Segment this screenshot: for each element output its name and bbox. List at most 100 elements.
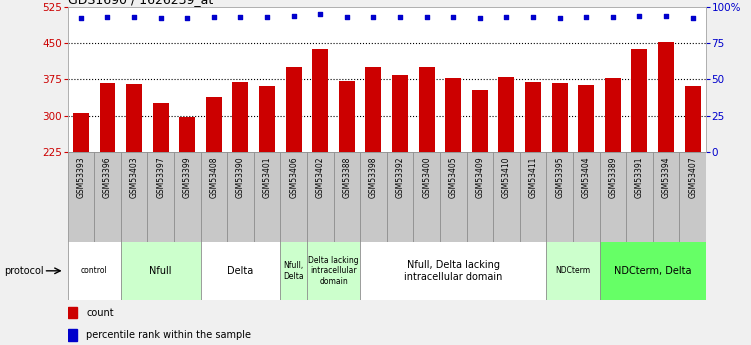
Text: GSM53409: GSM53409	[475, 156, 484, 198]
Text: count: count	[86, 308, 114, 318]
Text: GSM53408: GSM53408	[210, 156, 219, 198]
Point	[633, 13, 645, 18]
Bar	[626, 152, 653, 242]
Point	[155, 16, 167, 21]
Bar	[360, 152, 387, 242]
Bar	[653, 152, 680, 242]
Bar	[94, 152, 121, 242]
Point	[128, 14, 140, 20]
Bar	[578, 85, 594, 260]
Point	[261, 14, 273, 20]
Point	[553, 16, 566, 21]
Point	[367, 14, 379, 20]
Bar	[547, 241, 599, 300]
Text: protocol: protocol	[4, 266, 44, 276]
Point	[421, 14, 433, 20]
Text: GDS1690 / 1626239_at: GDS1690 / 1626239_at	[68, 0, 213, 6]
Bar	[440, 152, 466, 242]
Bar	[360, 241, 547, 300]
Text: GSM53392: GSM53392	[396, 156, 405, 198]
Bar	[206, 97, 222, 260]
Bar	[68, 152, 94, 242]
Text: GSM53407: GSM53407	[688, 156, 697, 198]
Bar	[68, 241, 121, 300]
Text: Nfull: Nfull	[149, 266, 172, 276]
Bar	[68, 329, 77, 341]
Bar	[121, 241, 201, 300]
Bar	[599, 152, 626, 242]
Bar	[387, 152, 413, 242]
Text: GSM53399: GSM53399	[182, 156, 192, 198]
Point	[288, 13, 300, 18]
Text: GSM53395: GSM53395	[555, 156, 564, 198]
Bar	[174, 152, 201, 242]
Bar	[254, 152, 280, 242]
Text: GSM53389: GSM53389	[608, 156, 617, 198]
Bar	[280, 152, 307, 242]
Point	[101, 14, 113, 20]
Text: GSM53396: GSM53396	[103, 156, 112, 198]
Point	[474, 16, 486, 21]
Bar	[685, 86, 701, 260]
Bar	[285, 67, 302, 260]
Point	[314, 11, 326, 17]
Text: GSM53410: GSM53410	[502, 156, 511, 198]
Bar	[73, 113, 89, 260]
Point	[660, 13, 672, 18]
Bar	[366, 67, 382, 260]
Point	[75, 16, 87, 21]
Bar	[99, 83, 116, 260]
Bar	[152, 104, 169, 260]
Bar	[147, 152, 174, 242]
Bar	[419, 67, 435, 260]
Bar	[179, 117, 195, 260]
Bar	[466, 152, 493, 242]
Text: GSM53398: GSM53398	[369, 156, 378, 198]
Bar	[201, 152, 228, 242]
Bar	[307, 241, 360, 300]
Bar	[573, 152, 599, 242]
Bar	[280, 241, 307, 300]
Bar	[392, 76, 408, 260]
Point	[500, 14, 512, 20]
Text: GSM53388: GSM53388	[342, 156, 351, 198]
Bar	[547, 152, 573, 242]
Text: GSM53394: GSM53394	[662, 156, 671, 198]
Bar	[312, 49, 328, 260]
Text: Nfull,
Delta: Nfull, Delta	[283, 261, 304, 280]
Point	[686, 16, 698, 21]
Point	[234, 14, 246, 20]
Bar	[233, 82, 249, 260]
Text: Delta: Delta	[228, 266, 254, 276]
Bar	[126, 84, 142, 260]
Point	[394, 14, 406, 20]
Bar	[632, 49, 647, 260]
Bar	[525, 82, 541, 260]
Text: GSM53402: GSM53402	[315, 156, 324, 198]
Point	[208, 14, 220, 20]
Bar	[413, 152, 440, 242]
Point	[448, 14, 460, 20]
Bar	[605, 78, 621, 260]
Point	[607, 14, 619, 20]
Point	[581, 14, 593, 20]
Point	[181, 16, 193, 21]
Point	[527, 14, 539, 20]
Bar	[658, 42, 674, 260]
Bar	[445, 78, 461, 260]
Bar	[680, 152, 706, 242]
Text: Nfull, Delta lacking
intracellular domain: Nfull, Delta lacking intracellular domai…	[404, 260, 502, 282]
Text: GSM53401: GSM53401	[263, 156, 272, 198]
Text: Delta lacking
intracellular
domain: Delta lacking intracellular domain	[308, 256, 359, 286]
Bar	[307, 152, 333, 242]
Bar	[599, 241, 706, 300]
Text: NDCterm: NDCterm	[556, 266, 590, 275]
Text: GSM53393: GSM53393	[77, 156, 86, 198]
Bar	[520, 152, 547, 242]
Point	[341, 14, 353, 20]
Text: GSM53405: GSM53405	[449, 156, 458, 198]
Text: GSM53391: GSM53391	[635, 156, 644, 198]
Bar	[121, 152, 147, 242]
Bar	[228, 152, 254, 242]
Bar	[339, 81, 354, 260]
